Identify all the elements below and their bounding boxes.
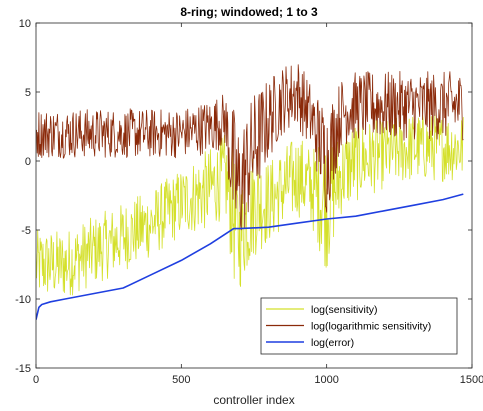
y-tick-label: 10 [19, 18, 31, 30]
y-tick-label: 5 [25, 87, 31, 99]
x-axis-label: controller index [213, 393, 294, 407]
legend-entry: log(sensitivity) [311, 304, 378, 316]
x-tick-label: 500 [172, 374, 190, 386]
chart-title: 8-ring; windowed; 1 to 3 [180, 5, 318, 19]
y-tick-label: -5 [21, 225, 31, 237]
legend-entry: log(logarithmic sensitivity) [311, 321, 431, 333]
y-tick-label: 0 [25, 156, 31, 168]
series-line-0 [36, 114, 464, 296]
x-tick-label: 1000 [314, 374, 338, 386]
plot-frame [35, 22, 473, 369]
y-tick-label: -15 [15, 363, 31, 375]
legend: log(sensitivity) log(logarithmic sensitiv… [260, 297, 458, 355]
x-tick-label: 0 [33, 374, 39, 386]
series-line-2 [36, 193, 464, 320]
legend-entry: log(error) [311, 337, 354, 349]
x-tick-label: 1500 [460, 374, 483, 386]
series-line-1 [36, 64, 464, 231]
y-tick-label: -10 [15, 294, 31, 306]
